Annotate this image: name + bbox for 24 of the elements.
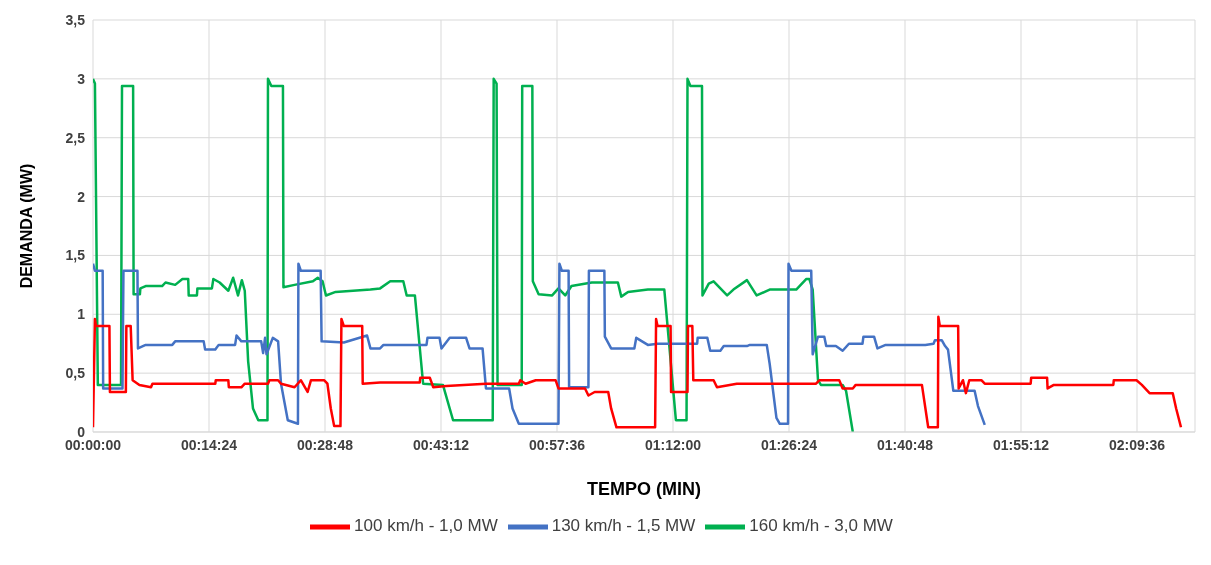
x-tick-label: 02:09:36 (1108, 436, 1166, 453)
y-tick-label: 2 (77, 188, 86, 205)
legend-label: 160 km/h - 3,0 MW (749, 516, 893, 536)
x-tick-label: 01:12:00 (644, 436, 702, 453)
y-tick-label: 2,5 (65, 129, 86, 146)
x-tick-label: 00:28:48 (296, 436, 354, 453)
line-series (93, 315, 1183, 429)
line-series (93, 77, 855, 432)
y-tick-label: 1,5 (65, 247, 86, 264)
y-tick-label: 3 (77, 70, 86, 87)
x-tick-label: 00:14:24 (180, 436, 238, 453)
y-tick-label: 0,5 (65, 365, 86, 382)
x-tick-label: 01:40:48 (876, 436, 934, 453)
y-tick-label: 3,5 (65, 11, 86, 28)
x-tick-label: 01:26:24 (760, 436, 818, 453)
x-tick-label: 01:55:12 (992, 436, 1050, 453)
y-axis-title: DEMANDA (MW) (17, 163, 35, 289)
y-tick-label: 1 (77, 306, 86, 323)
legend-label: 100 km/h - 1,0 MW (354, 516, 498, 536)
x-axis-title: TEMPO (MIN) (587, 479, 701, 499)
x-tick-label: 00:57:36 (528, 436, 586, 453)
legend-label: 130 km/h - 1,5 MW (551, 516, 696, 536)
x-tick-label: 00:43:12 (412, 436, 470, 453)
line-series (93, 262, 986, 427)
